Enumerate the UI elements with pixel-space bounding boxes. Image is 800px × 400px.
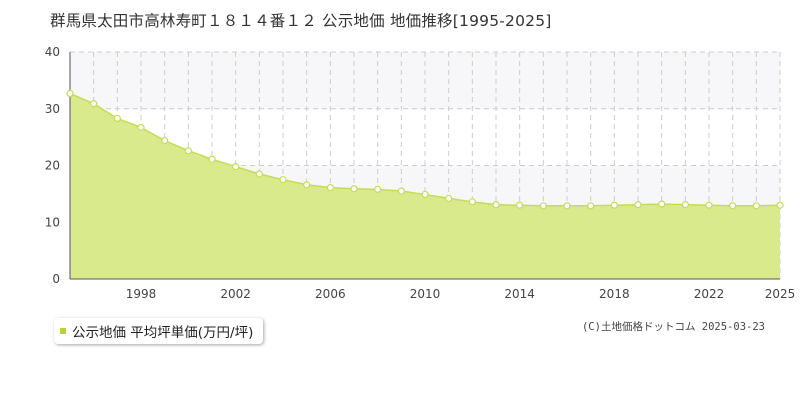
x-tick-label: 2014 — [504, 287, 535, 301]
y-tick-label: 20 — [45, 159, 60, 173]
x-tick-label: 2010 — [410, 287, 441, 301]
data-point — [326, 184, 334, 192]
data-point — [350, 185, 358, 193]
data-point — [113, 114, 121, 122]
x-tick-label: 2018 — [599, 287, 630, 301]
data-point — [681, 201, 689, 209]
data-point — [137, 123, 145, 132]
data-point — [492, 201, 500, 209]
y-tick-label: 10 — [45, 215, 60, 229]
data-point — [705, 201, 713, 209]
data-point — [66, 89, 74, 98]
data-point — [208, 155, 216, 163]
x-tick-label: 2022 — [694, 287, 725, 301]
y-tick-labels: 0 10 20 30 40 — [45, 45, 60, 286]
y-tick-label: 30 — [45, 102, 60, 116]
data-point — [634, 201, 642, 209]
x-tick-labels: 1998 2002 2006 2010 2014 2018 2022 2025 — [126, 287, 796, 301]
data-point — [729, 202, 737, 210]
data-points — [66, 89, 784, 210]
legend: 公示地価 平均坪単価(万円/坪) — [54, 318, 264, 344]
data-point — [303, 181, 311, 189]
data-point — [421, 190, 429, 199]
x-tick-label: 2002 — [220, 287, 251, 301]
x-tick-label: 2006 — [315, 287, 346, 301]
legend-marker — [60, 328, 66, 334]
data-point — [255, 170, 263, 178]
data-point — [776, 201, 784, 209]
data-point — [232, 163, 240, 171]
y-tick-label: 0 — [52, 272, 60, 286]
data-point — [445, 194, 453, 203]
data-point — [610, 201, 618, 209]
y-tick-label: 40 — [45, 45, 60, 59]
data-point — [397, 187, 405, 195]
data-point — [587, 202, 595, 210]
data-point — [468, 198, 476, 206]
data-point — [184, 147, 192, 155]
data-point — [563, 202, 571, 210]
data-point — [752, 202, 760, 210]
chart-title: 群馬県太田市高林寿町１８１４番１２ 公示地価 地価推移[1995-2025] — [50, 12, 552, 30]
data-point — [279, 176, 287, 184]
data-point — [374, 185, 382, 193]
x-tick-label: 1998 — [126, 287, 157, 301]
data-point — [90, 100, 98, 108]
price-area — [70, 93, 780, 280]
data-point — [658, 200, 666, 208]
data-point — [516, 201, 524, 209]
data-point — [539, 202, 547, 210]
data-point — [161, 136, 169, 145]
x-tick-label: 2025 — [765, 287, 796, 301]
legend-label: 公示地価 平均坪単価(万円/坪) — [72, 325, 254, 341]
copyright-text: (C)土地価格ドットコム 2025-03-23 — [581, 321, 765, 333]
